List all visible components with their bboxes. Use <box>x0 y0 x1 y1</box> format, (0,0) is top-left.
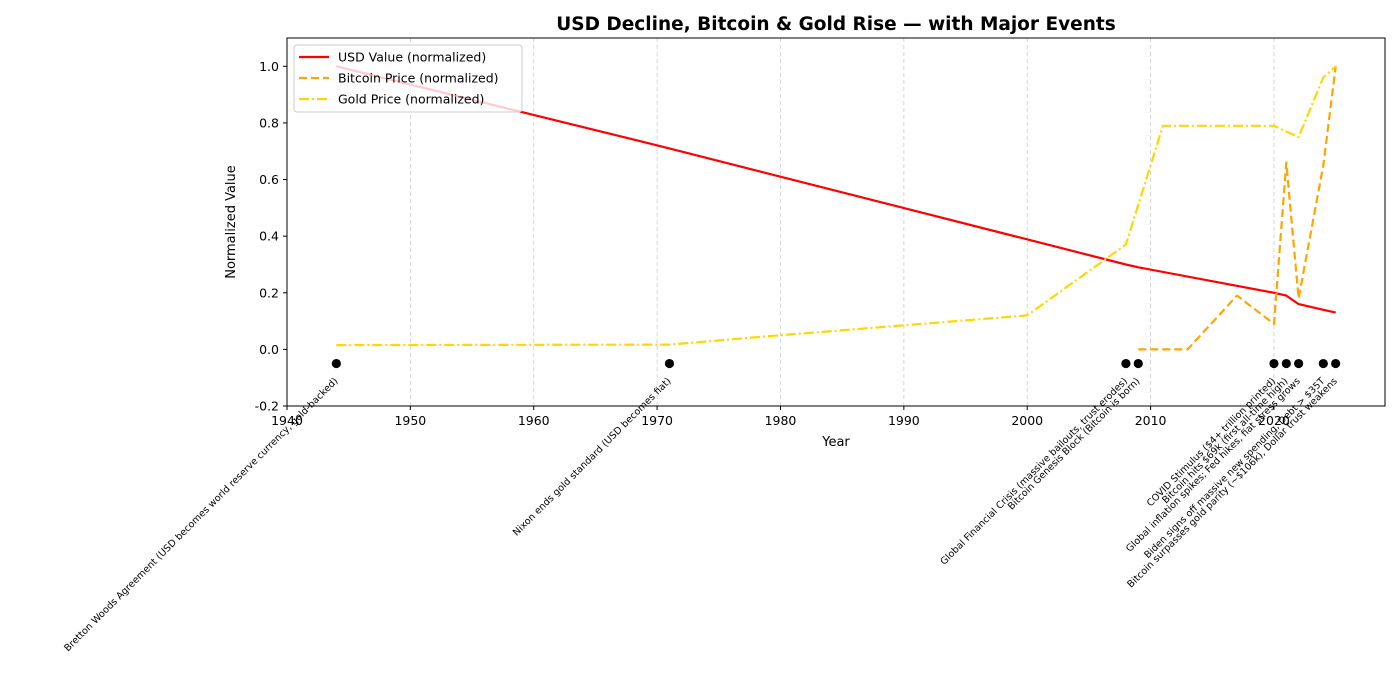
x-axis-label: Year <box>821 435 850 450</box>
series-line-1 <box>1138 66 1337 351</box>
event-marker <box>1294 358 1304 369</box>
event-marker <box>1133 358 1143 369</box>
x-tick-label: 1950 <box>394 413 426 428</box>
legend-box <box>293 44 523 113</box>
legend: USD Value (normalized) Bitcoin Price (nor… <box>293 44 523 113</box>
event-marker <box>1331 358 1341 369</box>
x-tick-label: 2000 <box>1011 413 1043 428</box>
event-marker <box>331 358 341 369</box>
ticks-layer: 1940 1950 1960 1970 1980 1990 2000 2010 2020 -0.2… <box>255 59 1290 428</box>
series-line-0 <box>336 65 1336 314</box>
legend-entry-label: Gold Price (normalized) <box>338 92 484 107</box>
event-marker <box>1318 358 1328 369</box>
series-layer <box>336 65 1337 351</box>
y-tick-label: 0.4 <box>259 229 279 244</box>
x-tick-label: 1980 <box>765 413 797 428</box>
y-tick-label: 0.6 <box>259 172 279 187</box>
x-tick-label: 1990 <box>888 413 920 428</box>
event-marker <box>1121 358 1131 369</box>
y-tick-label: 0.2 <box>259 285 279 300</box>
legend-entry-label: Bitcoin Price (normalized) <box>338 71 499 86</box>
x-tick-label: 2020 <box>1258 413 1290 428</box>
x-tick-label: 1970 <box>641 413 673 428</box>
legend-entry-label: USD Value (normalized) <box>338 50 486 65</box>
event-marker <box>664 358 675 369</box>
x-tick-label: 2010 <box>1135 413 1167 428</box>
y-tick-label: 0.0 <box>259 342 279 357</box>
y-axis-label: Normalized Value <box>224 165 239 279</box>
event-marker <box>1281 358 1291 369</box>
chart-title: USD Decline, Bitcoin & Gold Rise — with … <box>556 14 1115 35</box>
x-tick-label: 1960 <box>518 413 550 428</box>
y-tick-label: -0.2 <box>255 399 279 414</box>
y-tick-label: 1.0 <box>259 59 279 74</box>
plot-frame <box>286 37 1386 407</box>
x-tick-label: 1940 <box>271 413 303 428</box>
event-marker <box>1269 358 1279 369</box>
y-tick-label: 0.8 <box>259 115 279 130</box>
